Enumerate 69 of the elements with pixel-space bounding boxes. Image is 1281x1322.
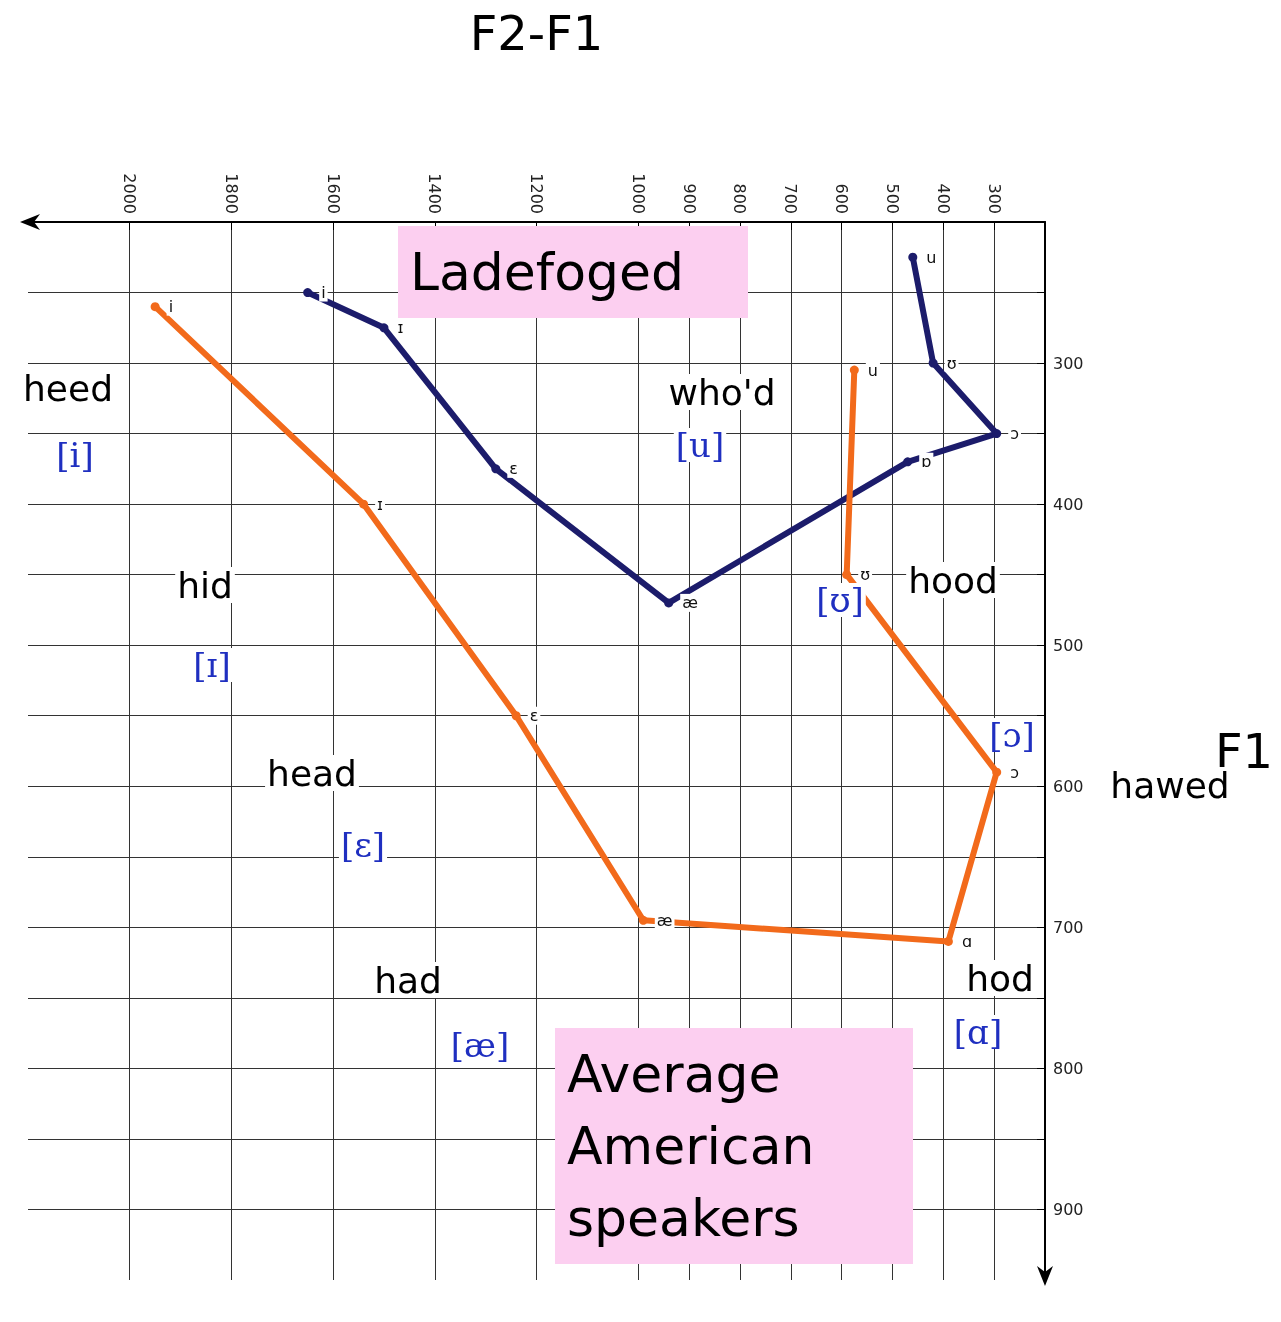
x-tick-label: 700 xyxy=(781,183,801,214)
annotation: had xyxy=(374,959,442,1001)
annotation: hod xyxy=(966,957,1034,999)
data-label: ɪ xyxy=(397,318,404,338)
y-tick-label: 300 xyxy=(1053,353,1084,373)
annotation: [ɛ] xyxy=(340,825,386,865)
x-tick-label: 1200 xyxy=(527,173,546,214)
data-label: ɑ xyxy=(961,931,973,951)
y-tick-label: 400 xyxy=(1053,494,1084,514)
series-label: Ladefoged xyxy=(410,242,684,302)
point xyxy=(943,936,953,946)
annotation: [ɪ] xyxy=(193,645,231,685)
annotation: [ʊ] xyxy=(816,580,864,620)
x-tick-label: 500 xyxy=(882,183,902,214)
y-tick-label: 500 xyxy=(1053,635,1084,655)
data-label: ɛ xyxy=(509,459,518,479)
annotation: hood xyxy=(908,559,998,601)
y-tick-label: 700 xyxy=(1053,917,1084,937)
data-label: ɛ xyxy=(529,706,539,726)
annotation: [ɔ] xyxy=(989,715,1035,755)
data-label: ɔ xyxy=(1010,762,1019,782)
x-tick-label: 400 xyxy=(933,183,953,214)
annotation: [i] xyxy=(56,435,94,475)
data-label: æ xyxy=(656,910,673,930)
annotation: [æ] xyxy=(450,1025,510,1065)
x-tick-label: 1800 xyxy=(221,173,241,214)
y-tick-label: 900 xyxy=(1053,1199,1084,1219)
point xyxy=(511,711,521,721)
x-tick-label: 1400 xyxy=(425,173,445,214)
x-tick-label: 800 xyxy=(730,183,750,214)
data-label: i xyxy=(168,297,174,317)
point xyxy=(849,365,859,375)
x-axis-title: F2-F1 xyxy=(469,5,604,61)
data-label: ɪ xyxy=(377,494,384,514)
data-label: ɔ xyxy=(1010,424,1019,444)
annotation: hid xyxy=(177,564,233,606)
data-label: æ xyxy=(682,593,698,613)
point xyxy=(842,570,852,580)
point xyxy=(379,323,389,333)
point xyxy=(664,598,674,608)
x-tick-label: 300 xyxy=(984,183,1004,214)
y-tick-label: 600 xyxy=(1053,776,1084,796)
point xyxy=(303,288,313,298)
annotation: [u] xyxy=(675,425,725,465)
point xyxy=(359,499,369,509)
point xyxy=(491,464,501,474)
data-label: ɒ xyxy=(921,452,932,472)
point xyxy=(150,302,160,312)
point xyxy=(992,767,1002,777)
point xyxy=(638,915,648,925)
x-tick-label: 1000 xyxy=(628,173,648,214)
data-label: i xyxy=(321,283,326,303)
point xyxy=(928,358,938,368)
x-tick-label: 1600 xyxy=(323,173,343,214)
x-tick-label: 2000 xyxy=(120,173,140,214)
x-tick-label: 900 xyxy=(679,183,699,214)
x-tick-label: 600 xyxy=(832,183,852,214)
data-label: ʊ xyxy=(946,353,957,373)
annotation: head xyxy=(267,752,357,794)
annotation: heed xyxy=(23,367,113,409)
text: Average American speakers xyxy=(567,1044,831,1248)
y-tick-label: 800 xyxy=(1053,1058,1084,1078)
annotation: [ɑ] xyxy=(953,1012,1003,1052)
point xyxy=(908,252,918,262)
annotation: who'd xyxy=(668,371,776,413)
point xyxy=(903,457,913,467)
data-label: u xyxy=(867,360,878,380)
data-label: u xyxy=(926,247,937,267)
data-label: ʊ xyxy=(860,565,871,585)
